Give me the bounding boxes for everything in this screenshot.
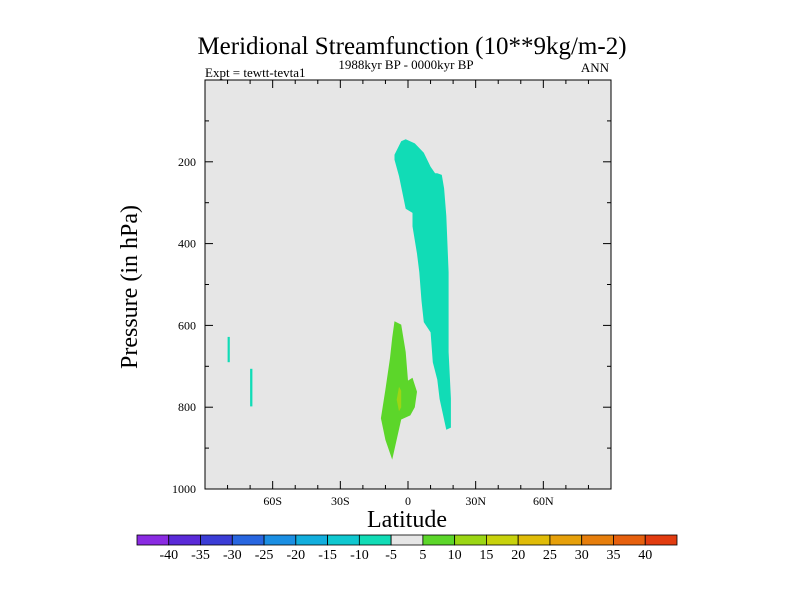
colorbar-level-label: -15 xyxy=(318,548,337,563)
colorbar-swatch xyxy=(454,534,487,546)
contour-region-upper-negative-cell xyxy=(394,139,451,430)
x-tick-label: 60N xyxy=(533,494,554,508)
colorbar-swatch xyxy=(295,534,328,546)
y-tick-label: 400 xyxy=(178,237,196,251)
contour-region-lower-positive-core xyxy=(396,386,402,412)
colorbar: -40 -35 -30 -25 -20 -15 -10 -5 5 10 15 20 25 30 35 40 xyxy=(136,534,678,563)
colorbar-level-label: -40 xyxy=(159,548,178,563)
colorbar-level-label: -5 xyxy=(385,548,397,563)
x-tick-label: 30N xyxy=(465,494,486,508)
y-tick-label: 600 xyxy=(178,318,196,332)
colorbar-level-label: -35 xyxy=(191,548,210,563)
colorbar-level-label: -30 xyxy=(223,548,242,563)
colorbar-level-label: -25 xyxy=(255,548,274,563)
subtitle-right: ANN xyxy=(581,60,610,75)
colorbar-level-label: -10 xyxy=(350,548,369,563)
colorbar-level-label: 30 xyxy=(575,548,589,563)
colorbar-swatch xyxy=(486,534,519,546)
colorbar-level-label: 40 xyxy=(638,548,652,563)
y-tick-label: 1000 xyxy=(172,482,196,496)
colorbar-swatch xyxy=(168,534,201,546)
colorbar-level-label: 5 xyxy=(419,548,426,563)
colorbar-swatch xyxy=(422,534,456,546)
contour-region-sliver-negative-2 xyxy=(250,368,253,407)
colorbar-swatch xyxy=(644,534,678,546)
colorbar-level-label: -20 xyxy=(286,548,305,563)
colorbar-level-label: 10 xyxy=(448,548,462,563)
colorbar-level-label: 15 xyxy=(479,548,493,563)
x-tick-label: 60S xyxy=(263,494,282,508)
colorbar-swatch xyxy=(581,534,614,546)
y-axis-title: Pressure (in hPa) xyxy=(117,205,143,369)
x-tick-label: 30S xyxy=(331,494,350,508)
x-tick-label: 0 xyxy=(405,494,411,508)
axis-ticks: 60S 30S 0 30N 60N 200 400 600 800 1000 xyxy=(172,80,611,508)
colorbar-swatch xyxy=(263,534,297,546)
contour-regions xyxy=(227,139,451,460)
colorbar-level-label: 25 xyxy=(543,548,557,563)
colorbar-swatch xyxy=(517,534,551,546)
colorbar-swatch xyxy=(613,534,646,546)
colorbar-swatch xyxy=(200,534,233,546)
colorbar-level-label: 20 xyxy=(511,548,525,563)
chart-title: Meridional Streamfunction (10**9kg/m-2) xyxy=(197,33,626,60)
colorbar-swatch xyxy=(358,534,392,546)
colorbar-swatch xyxy=(327,534,360,546)
y-tick-label: 200 xyxy=(178,155,196,169)
colorbar-swatch xyxy=(231,534,265,546)
colorbar-swatch xyxy=(549,534,583,546)
colorbar-swatch xyxy=(136,534,170,546)
colorbar-level-label: 35 xyxy=(607,548,621,563)
subtitle-center: 1988kyr BP - 0000kyr BP xyxy=(338,57,473,72)
colorbar-swatch xyxy=(390,534,424,546)
x-axis-title: Latitude xyxy=(367,507,447,533)
contour-region-sliver-negative-1 xyxy=(227,336,230,363)
subtitle-left: Expt = tewtt-tevta1 xyxy=(205,65,305,80)
y-tick-label: 800 xyxy=(178,400,196,414)
